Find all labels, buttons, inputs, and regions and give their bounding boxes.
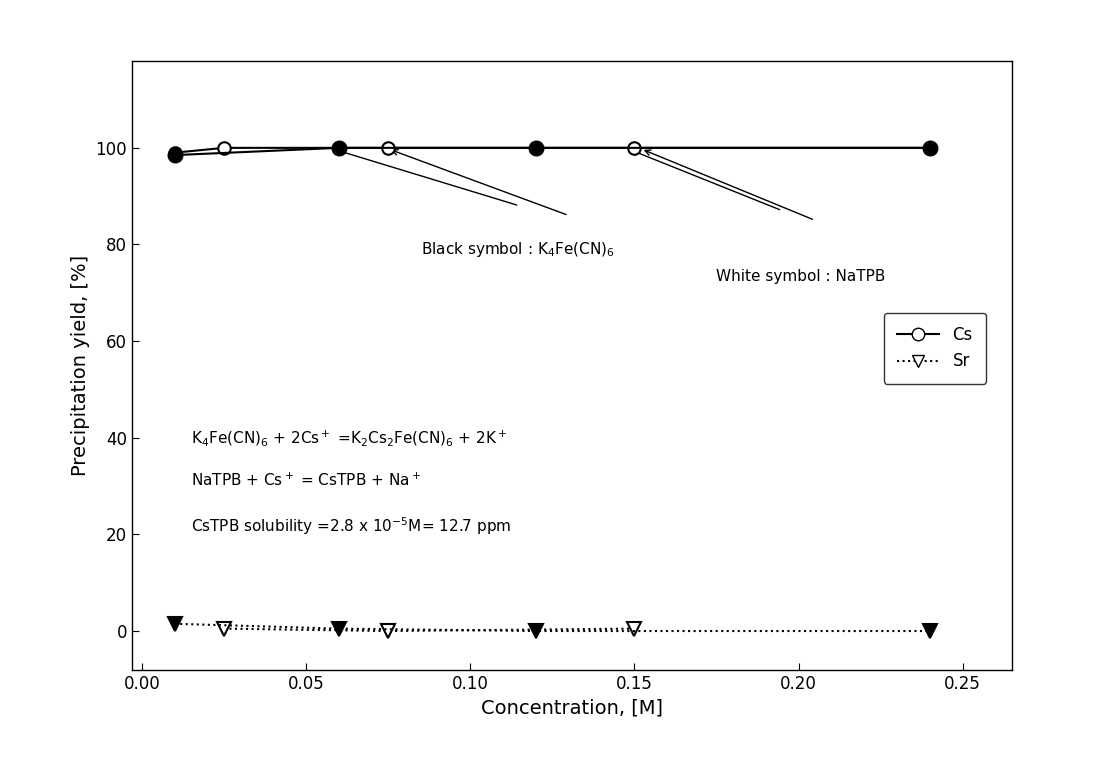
Y-axis label: Precipitation yield, [%]: Precipitation yield, [%] bbox=[72, 255, 90, 476]
Text: Black symbol : K$_4$Fe(CN)$_6$: Black symbol : K$_4$Fe(CN)$_6$ bbox=[421, 240, 615, 259]
Text: K$_4$Fe(CN)$_6$ + 2Cs$^+$ =K$_2$Cs$_2$Fe(CN)$_6$ + 2K$^+$: K$_4$Fe(CN)$_6$ + 2Cs$^+$ =K$_2$Cs$_2$Fe… bbox=[191, 428, 507, 447]
Legend: Cs, Sr: Cs, Sr bbox=[884, 313, 986, 384]
Text: White symbol : NaTPB: White symbol : NaTPB bbox=[716, 269, 886, 284]
Text: NaTPB + Cs$^+$ = CsTPB + Na$^+$: NaTPB + Cs$^+$ = CsTPB + Na$^+$ bbox=[191, 472, 421, 489]
X-axis label: Concentration, [M]: Concentration, [M] bbox=[481, 698, 663, 717]
Text: CsTPB solubility =2.8 x 10$^{-5}$M= 12.7 ppm: CsTPB solubility =2.8 x 10$^{-5}$M= 12.7… bbox=[191, 515, 512, 537]
